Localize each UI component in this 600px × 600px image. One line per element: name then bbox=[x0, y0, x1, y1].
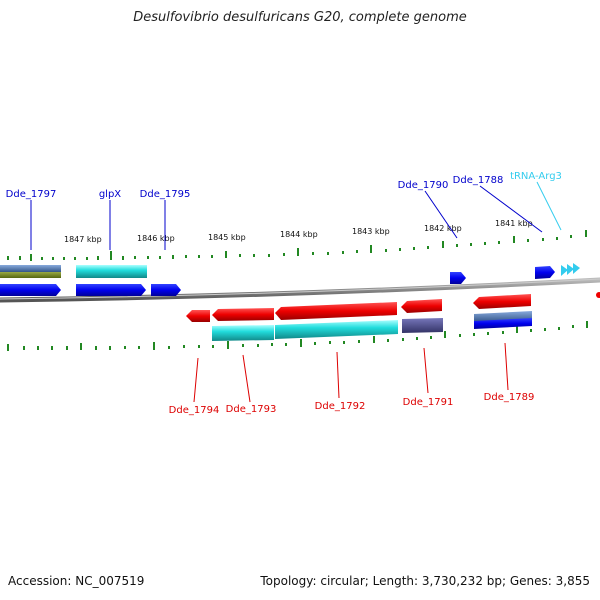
gene-dde-1788 bbox=[535, 266, 555, 279]
gene-dde-1790 bbox=[450, 272, 466, 284]
gene-dde-1792 bbox=[275, 302, 397, 320]
offscreen-feature-edge bbox=[596, 292, 600, 298]
outer-tick-row bbox=[7, 230, 587, 261]
genome-title: Desulfovibrio desulfuricans G20, complet… bbox=[133, 10, 467, 25]
scale-label-1846: 1846 kbp bbox=[137, 234, 175, 243]
feature-blue-bar-dde-1789 bbox=[474, 318, 532, 329]
top-label-leaders bbox=[30, 181, 562, 250]
scale-label-1841: 1841 kbp bbox=[495, 219, 533, 228]
scale-label-1847: 1847 kbp bbox=[64, 235, 102, 244]
trna-arg3-a bbox=[561, 265, 568, 276]
genome-backbone bbox=[0, 277, 600, 303]
label-dde-1793: Dde_1793 bbox=[226, 404, 277, 415]
label-dde-1792: Dde_1792 bbox=[315, 401, 366, 412]
feature-cyan-bar-dde-1792 bbox=[275, 320, 398, 339]
gene-dde-1795 bbox=[151, 284, 181, 296]
label-dde-1790: Dde_1790 bbox=[398, 180, 449, 191]
feature-navy-bar-dde-1791 bbox=[402, 318, 443, 333]
gene-dde-1793 bbox=[212, 308, 274, 321]
scale-labels: 1847 kbp 1846 kbp 1845 kbp 1844 kbp 1843… bbox=[64, 219, 533, 244]
gene-dde-1791 bbox=[401, 299, 442, 313]
top-gene-labels: Dde_1797 glpX Dde_1795 Dde_1790 Dde_1788… bbox=[6, 171, 562, 200]
bottom-label-leaders bbox=[193, 342, 509, 403]
label-dde-1788: Dde_1788 bbox=[453, 175, 504, 186]
feature-cyan-bar-glpx bbox=[76, 265, 147, 278]
reverse-strand-features bbox=[186, 292, 600, 341]
label-dde-1797: Dde_1797 bbox=[6, 189, 57, 200]
feature-cyan-bar-dde-1793 bbox=[212, 325, 274, 341]
gene-glpx bbox=[76, 284, 146, 296]
genome-summary-text: Topology: circular; Length: 3,730,232 bp… bbox=[260, 574, 590, 588]
feature-steel-bar bbox=[0, 265, 61, 272]
bottom-gene-labels: Dde_1794 Dde_1793 Dde_1792 Dde_1791 Dde_… bbox=[169, 392, 535, 416]
scale-label-1842: 1842 kbp bbox=[424, 224, 462, 233]
scale-label-1843: 1843 kbp bbox=[352, 227, 390, 236]
label-dde-1791: Dde_1791 bbox=[403, 397, 454, 408]
label-dde-1789: Dde_1789 bbox=[484, 392, 535, 403]
scale-label-1844: 1844 kbp bbox=[280, 230, 318, 239]
feature-olive-bar bbox=[0, 272, 61, 278]
gene-dde-1797 bbox=[0, 284, 61, 296]
inner-tick-row bbox=[7, 321, 588, 351]
scale-label-1845: 1845 kbp bbox=[208, 233, 246, 242]
gene-dde-1789 bbox=[473, 294, 531, 309]
forward-strand-features bbox=[0, 263, 580, 296]
label-dde-1794: Dde_1794 bbox=[169, 405, 220, 416]
gene-dde-1794 bbox=[186, 310, 210, 322]
label-trna-arg3: tRNA-Arg3 bbox=[510, 171, 562, 182]
accession-text: Accession: NC_007519 bbox=[8, 574, 145, 588]
label-glpx: glpX bbox=[99, 189, 121, 200]
trna-arg3-c bbox=[573, 263, 580, 274]
trna-arg3-b bbox=[567, 264, 574, 275]
label-dde-1795: Dde_1795 bbox=[140, 189, 191, 200]
